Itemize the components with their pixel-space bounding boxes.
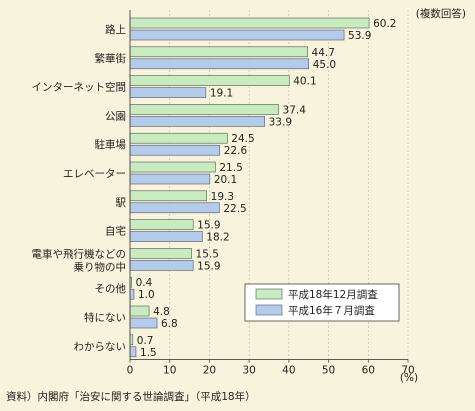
value-label-2004: 53.9 xyxy=(348,30,371,42)
bar-2006 xyxy=(129,190,207,202)
bar-2004 xyxy=(129,87,207,98)
category-label: わからない xyxy=(74,341,127,353)
category-label: 繁華街 xyxy=(95,52,127,65)
bar-2006 xyxy=(129,75,290,86)
value-label-2006: 19.3 xyxy=(211,191,234,203)
value-label-2006: 0.7 xyxy=(137,335,154,347)
bar-2006 xyxy=(129,132,228,144)
value-label-2006: 40.1 xyxy=(293,76,316,88)
legend-swatch-2006 xyxy=(255,288,283,300)
bar-2004 xyxy=(129,202,220,214)
bar-2006 xyxy=(129,305,150,317)
source-note: 資料）内閣府「治安に関する世論調査」（平成18年） xyxy=(6,390,256,403)
bar-2006 xyxy=(129,248,192,259)
category-label: 公園 xyxy=(105,110,126,122)
bar-2004 xyxy=(129,144,221,156)
x-tick-label: 50 xyxy=(322,365,335,377)
bar-2004 xyxy=(129,58,310,70)
value-label-2006: 0.4 xyxy=(136,277,153,289)
bar-2006 xyxy=(129,161,216,173)
value-label-2006: 21.5 xyxy=(219,162,242,174)
category-label: 路上 xyxy=(105,23,126,36)
value-label-2004: 19.1 xyxy=(210,88,233,100)
bar-2004 xyxy=(129,173,211,185)
bar-2004 xyxy=(129,288,135,300)
value-label-2004: 20.1 xyxy=(214,174,237,186)
legend-label-2006: 平成18年12月調査 xyxy=(288,288,378,301)
multiple-answers-note: (複数回答) xyxy=(416,7,466,20)
value-label-2004: 45.0 xyxy=(313,59,336,71)
bar-2006 xyxy=(129,46,308,58)
category-label-line: 乗り物の中 xyxy=(74,260,127,273)
x-tick-label: 20 xyxy=(203,365,216,377)
category-label: インターネット空間 xyxy=(32,81,127,94)
value-label-2006: 24.5 xyxy=(231,133,254,145)
value-label-2006: 15.5 xyxy=(196,248,219,260)
category-label: その他 xyxy=(95,282,127,295)
legend: 平成18年12月調査 平成16年７月調査 xyxy=(244,283,400,322)
value-label-2004: 22.6 xyxy=(224,145,248,157)
value-label-2004: 1.5 xyxy=(140,347,157,359)
category-label-line: 電車や飛行機などの xyxy=(32,247,127,260)
category-label: 駐車場 xyxy=(95,138,127,151)
axis-layer: 0 10 20 30 40 50 60 70 xyxy=(127,10,415,377)
bars-layer xyxy=(129,17,370,358)
category-label: 駅 xyxy=(116,197,127,209)
x-tick-label: 70 xyxy=(401,365,414,377)
category-label: 特にない xyxy=(84,312,126,324)
bar-2004 xyxy=(129,346,137,358)
value-label-2004: 22.5 xyxy=(223,203,246,215)
value-label-2004: 6.8 xyxy=(161,318,178,330)
bar-2004 xyxy=(129,260,194,271)
category-label: エレベーター xyxy=(63,168,126,180)
labels-layer: 60.253.9 路上 44.745.0 繁華街 40.1 19.1 インターネット空間 37… xyxy=(32,18,397,359)
category-label: 電車や飛行機などの乗り物の中 xyxy=(32,247,127,273)
legend-swatch-2004 xyxy=(255,304,283,316)
bar-2006 xyxy=(129,104,279,115)
x-tick-label: 40 xyxy=(282,365,295,377)
value-label-2004: 18.2 xyxy=(206,232,229,244)
value-label-2004: 15.9 xyxy=(197,260,220,272)
value-label-2006: 60.2 xyxy=(373,18,396,30)
x-tick-label: 10 xyxy=(163,365,176,377)
value-label-2006: 4.8 xyxy=(153,306,170,318)
x-tick-label: 60 xyxy=(362,365,375,377)
bar-2004 xyxy=(129,116,265,127)
value-label-2006: 44.7 xyxy=(312,47,335,59)
bar-2004 xyxy=(129,231,203,242)
x-tick-label: 30 xyxy=(242,365,255,377)
value-label-2006: 37.4 xyxy=(283,104,307,116)
value-label-2004: 1.0 xyxy=(138,289,155,301)
bar-2004 xyxy=(129,317,158,329)
legend-label-2004: 平成16年７月調査 xyxy=(288,304,375,317)
x-tick-label: 0 xyxy=(127,365,134,377)
x-axis-unit: (%) xyxy=(400,372,418,384)
bar-2006 xyxy=(129,219,194,230)
bar-2004 xyxy=(129,29,345,41)
value-label-2006: 15.9 xyxy=(197,220,220,232)
value-label-2004: 33.9 xyxy=(269,116,292,128)
bar-2006 xyxy=(129,17,370,29)
category-label: 自宅 xyxy=(105,225,126,238)
